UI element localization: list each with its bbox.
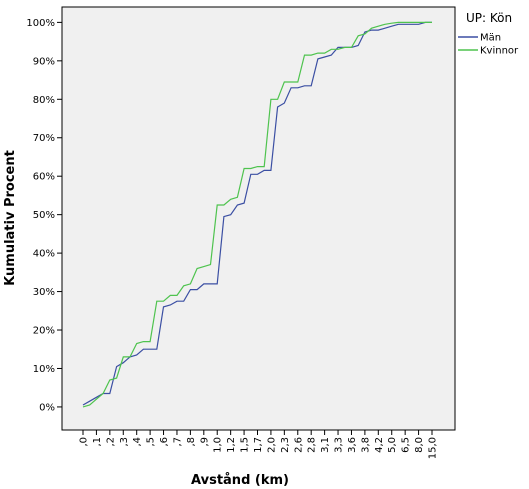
x-tick-label: ,4 [132,437,143,447]
x-tick-label: 3,6 [347,437,358,453]
x-tick-label: 2,6 [293,437,304,453]
x-tick-label: 15,0 [428,437,439,459]
x-tick-label: 6,5 [401,437,412,453]
x-tick-label: 1,2 [226,437,237,453]
x-axis-title: Avstånd (km) [191,473,289,488]
y-tick-label: 80% [33,95,55,106]
x-tick-label: 2,3 [280,437,291,453]
x-tick-label: ,2 [105,437,116,447]
plot-area [61,6,456,431]
y-tick-label: 10% [33,364,55,375]
x-tick-label: 1,5 [240,437,251,453]
x-tick-label: 3,8 [360,437,371,453]
y-tick-label: 90% [33,56,55,67]
legend-label: Kvinnor [480,46,519,57]
x-tick-label: ,7 [172,437,183,447]
y-tick-label: 50% [33,210,55,221]
x-tick-label: 1,0 [213,437,224,453]
x-tick-label: ,1 [92,437,103,447]
y-tick-label: 40% [33,249,55,260]
x-tick-label: 1,7 [253,437,264,453]
x-tick-label: ,9 [199,437,210,447]
x-tick-label: 4,2 [374,437,385,453]
x-tick-label: ,8 [186,437,197,447]
legend-label: Män [480,33,501,44]
x-tick-label: ,0 [79,437,90,447]
x-tick-label: ,5 [146,437,157,447]
x-tick-label: 2,0 [266,437,277,453]
y-tick-label: 60% [33,172,55,183]
series-line [82,21,432,408]
y-tick-label: 70% [33,133,55,144]
series-line [82,21,432,406]
x-tick-label: ,6 [159,437,170,447]
y-tick-label: 0% [39,402,55,413]
y-tick-label: 20% [33,326,55,337]
x-tick-label: ,3 [119,437,130,447]
y-axis-title: Kumulativ Procent [3,150,18,286]
x-tick-label: 8,0 [414,437,425,453]
y-tick-label: 100% [26,18,55,29]
x-tick-label: 3,3 [334,437,345,453]
legend-title: UP: Kön [466,11,512,25]
x-tick-label: 5,0 [387,437,398,453]
x-tick-label: 2,8 [307,437,318,453]
y-tick-label: 30% [33,287,55,298]
x-tick-label: 3,1 [320,437,331,453]
